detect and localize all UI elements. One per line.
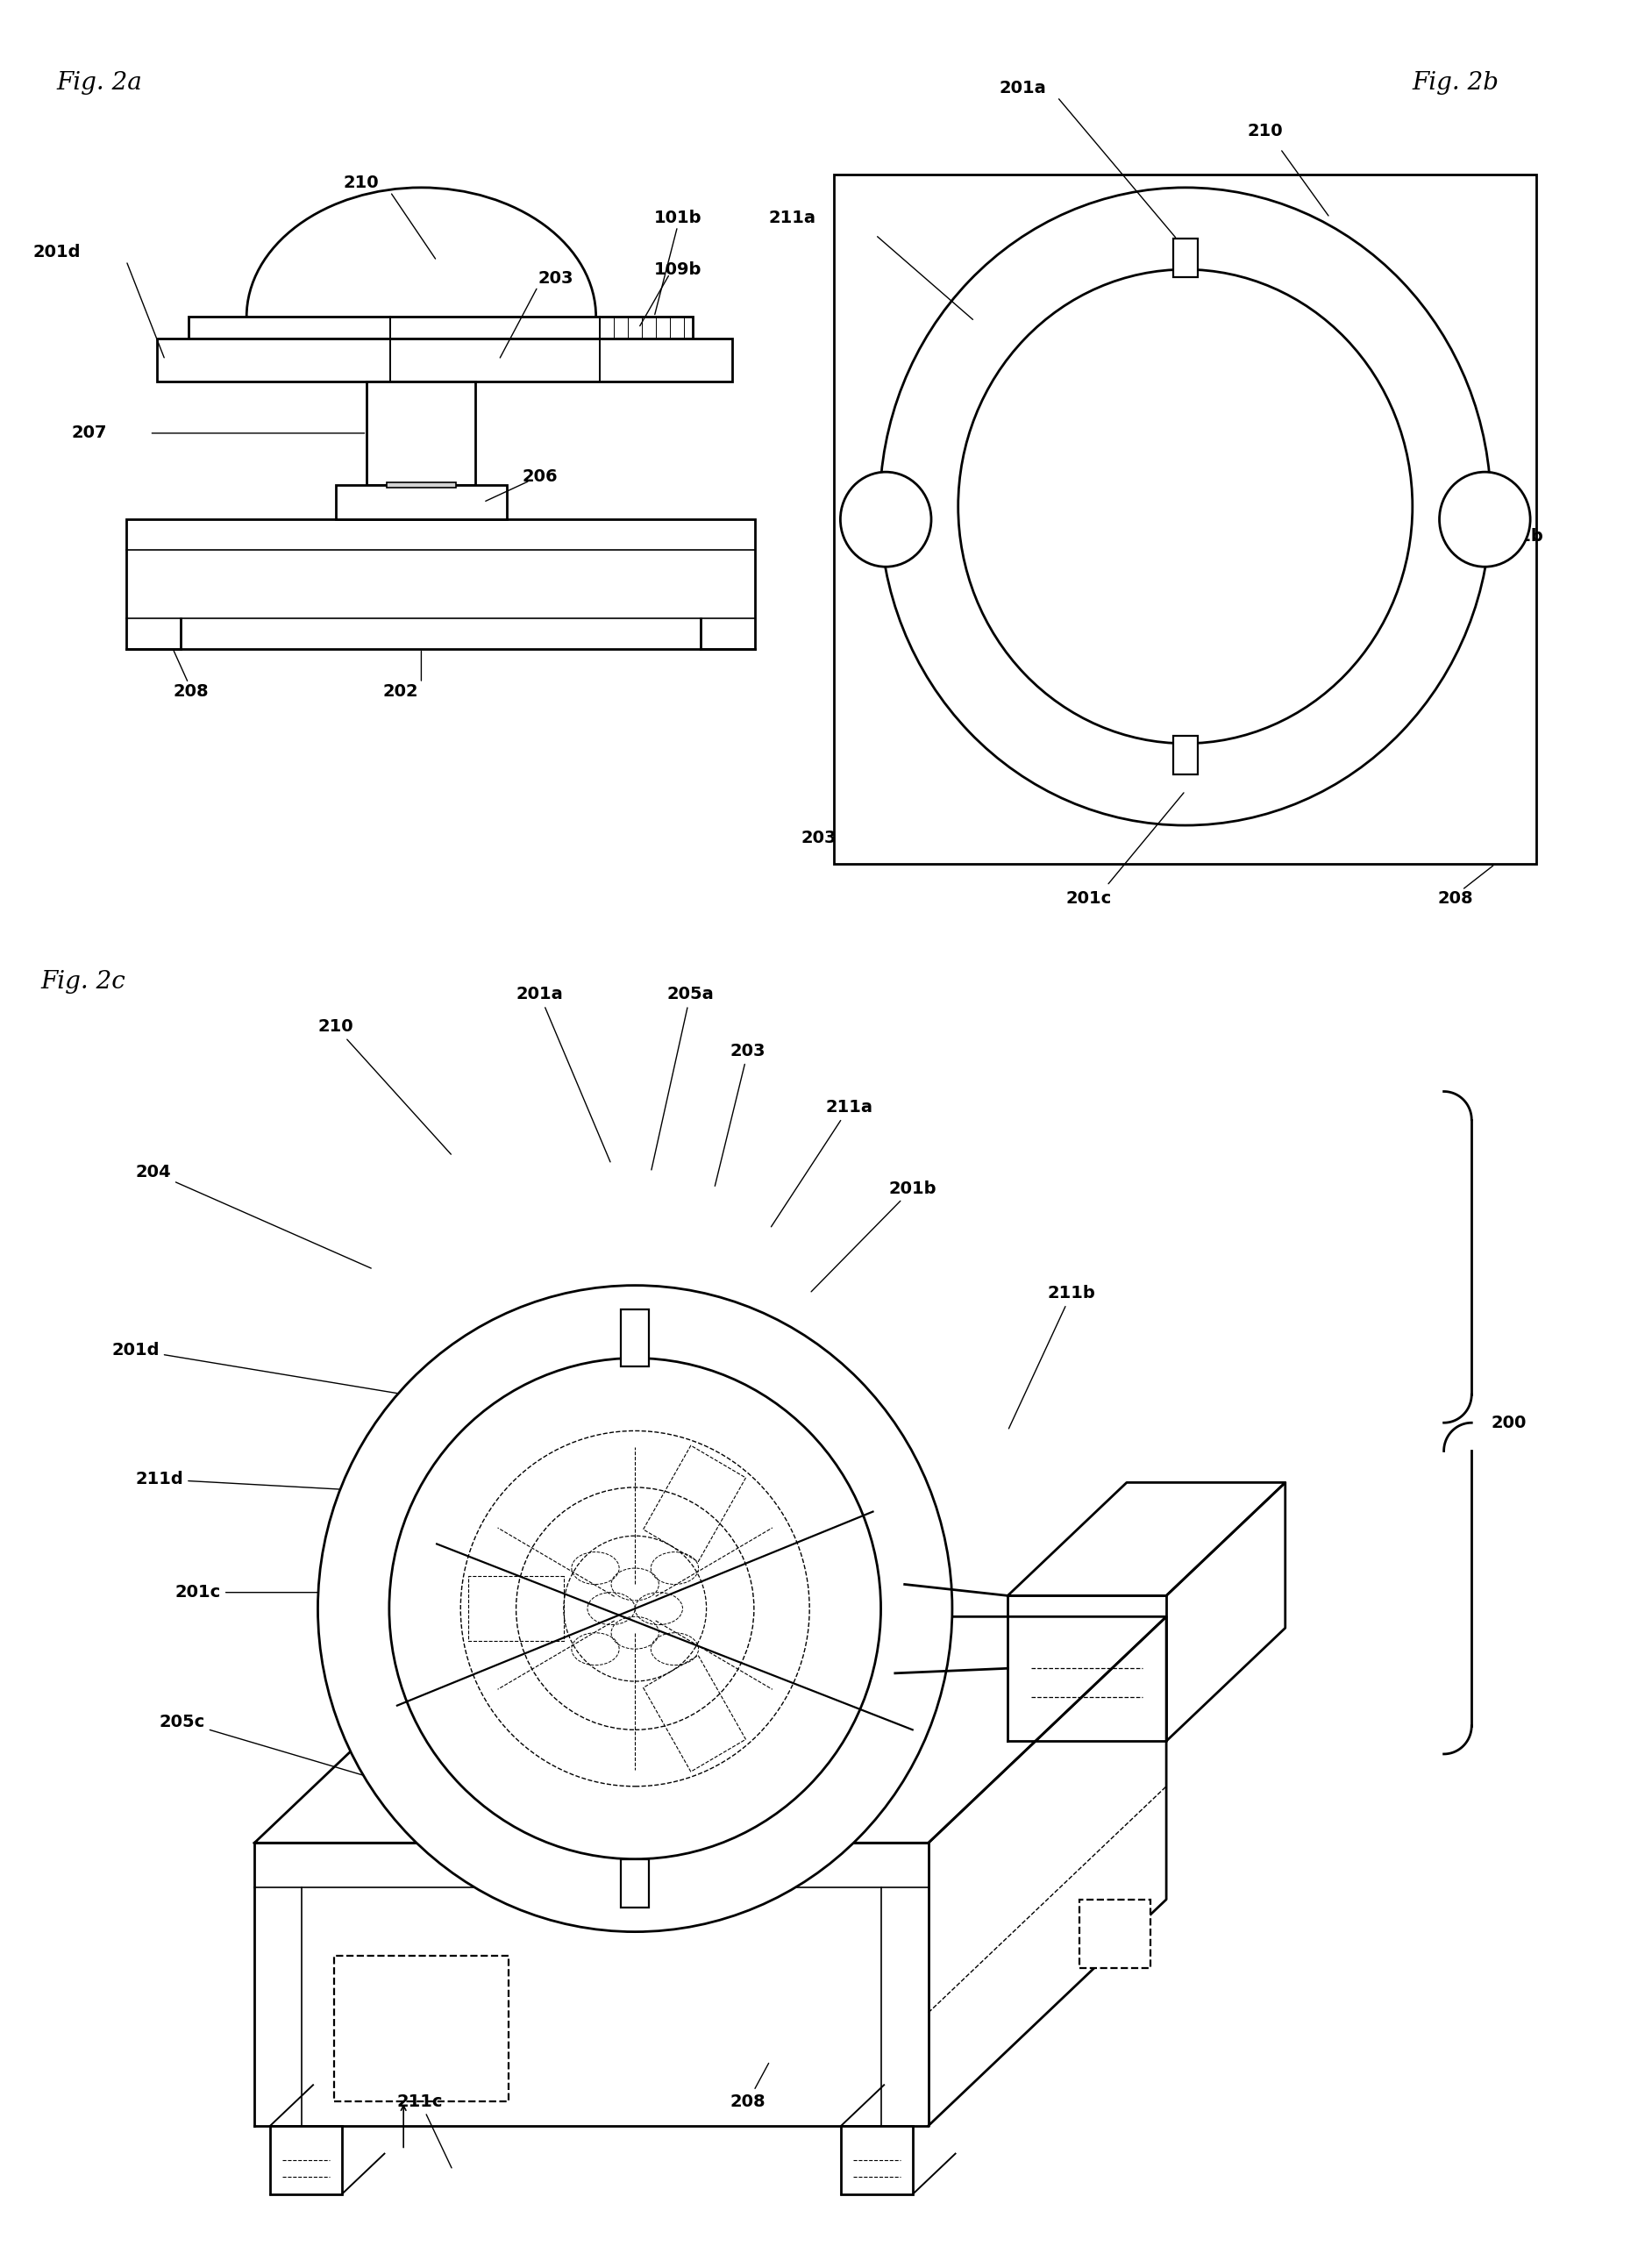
Text: 204: 204: [135, 1163, 372, 1268]
Bar: [367, 381, 476, 485]
Bar: [834, 175, 1536, 864]
Bar: [271, 2125, 342, 2195]
Text: Fig. 2c: Fig. 2c: [40, 971, 126, 993]
Text: 101b: 101b: [654, 209, 702, 227]
Text: 211d: 211d: [135, 1472, 451, 1495]
Text: 208: 208: [173, 683, 208, 701]
Circle shape: [879, 188, 1490, 826]
Text: 211a: 211a: [771, 1100, 872, 1227]
Text: 211b: 211b: [1009, 1286, 1095, 1429]
Text: 206: 206: [522, 467, 558, 485]
Text: 203: 203: [537, 270, 573, 286]
Text: 202: 202: [383, 683, 418, 701]
Text: 200: 200: [1492, 1415, 1526, 1431]
Bar: [126, 519, 755, 649]
Circle shape: [1439, 472, 1530, 567]
Bar: [335, 485, 507, 519]
Text: 203: 203: [715, 1043, 765, 1186]
Bar: [1079, 1901, 1150, 1969]
Text: 208: 208: [1437, 891, 1474, 907]
Circle shape: [841, 472, 932, 567]
Text: 210: 210: [344, 175, 380, 191]
Text: 201b: 201b: [811, 1179, 937, 1293]
Text: 201c: 201c: [175, 1583, 491, 1601]
Text: 210: 210: [317, 1018, 451, 1154]
Text: 210: 210: [1247, 122, 1284, 141]
Circle shape: [390, 1359, 881, 1860]
Text: 205a: 205a: [651, 987, 714, 1170]
Text: 205c: 205c: [159, 1712, 372, 1778]
Bar: [621, 1860, 649, 1907]
Text: 207: 207: [73, 424, 107, 442]
Text: Fig. 2a: Fig. 2a: [56, 70, 142, 95]
Text: 211c: 211c: [396, 2093, 451, 2168]
Bar: [1173, 735, 1198, 773]
Text: 208: 208: [730, 2064, 768, 2109]
Text: 201d: 201d: [112, 1343, 426, 1397]
Bar: [621, 1309, 649, 1365]
Text: 211b: 211b: [1495, 528, 1543, 544]
Text: 201c: 201c: [1066, 891, 1112, 907]
Text: Fig. 2b: Fig. 2b: [1412, 70, 1500, 95]
Bar: [188, 318, 694, 338]
Text: 109b: 109b: [654, 261, 702, 277]
Bar: [1173, 238, 1198, 277]
Bar: [157, 338, 732, 381]
Bar: [841, 2125, 912, 2195]
Text: 201a: 201a: [515, 987, 610, 1161]
Text: 211a: 211a: [768, 209, 816, 227]
Text: 201d: 201d: [33, 245, 81, 261]
Circle shape: [317, 1286, 952, 1932]
Text: 201a: 201a: [999, 79, 1047, 98]
Text: 203: 203: [801, 830, 836, 846]
Bar: [334, 1955, 509, 2102]
Bar: [387, 483, 456, 488]
Circle shape: [958, 270, 1412, 744]
